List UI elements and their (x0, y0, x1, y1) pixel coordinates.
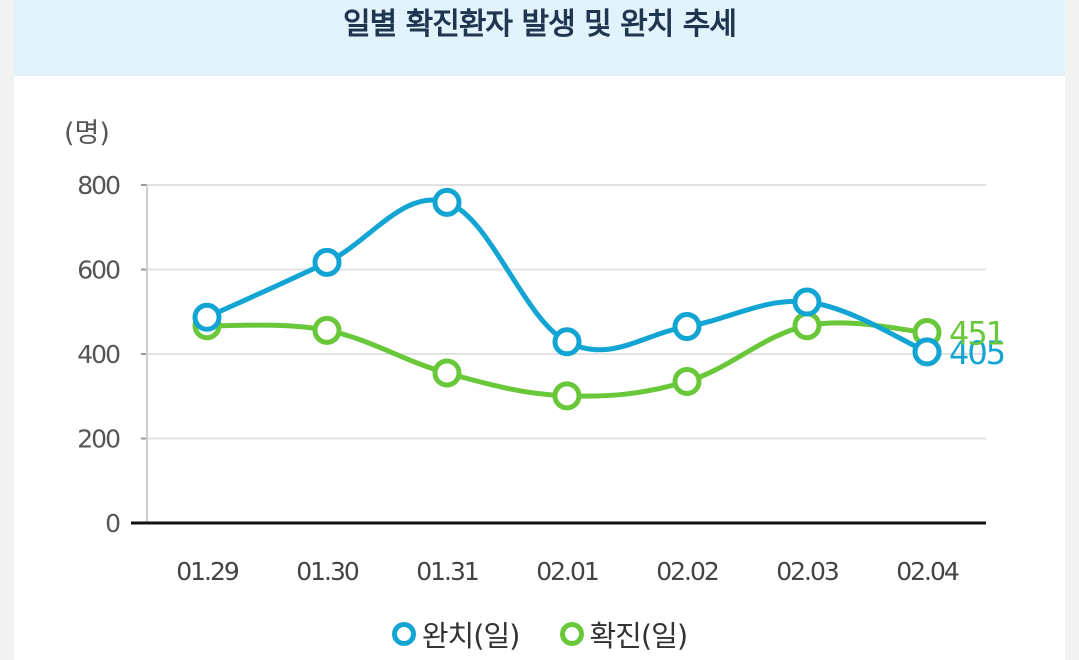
chart-title: 일별 확진환자 발생 및 완치 추세 (342, 7, 737, 42)
legend-label-recovered: 완치(일) (421, 619, 521, 653)
data-point-recovered[interactable] (552, 327, 582, 357)
data-point-recovered[interactable] (312, 247, 342, 277)
legend-item-confirmed[interactable]: 확진(일) (559, 613, 689, 655)
x-tick-label: 02.04 (896, 557, 959, 586)
line-chart: (명) 0 200 400 600 800 01.29 01.30 01.31 02.01 02.0… (64, 118, 1006, 586)
legend-item-recovered[interactable]: 완치(일) (391, 613, 521, 655)
x-tick-label: 02.01 (536, 557, 598, 586)
chart-card: 일별 확진환자 발생 및 완치 추세 (명) 0 200 400 600 800 01.29… (14, 0, 1065, 660)
end-data-label-recovered: 405 (949, 334, 1004, 372)
y-tick-label: 600 (77, 256, 120, 285)
y-tick-label: 200 (77, 425, 120, 454)
data-point-recovered[interactable] (192, 302, 222, 332)
x-tick-label: 01.29 (176, 557, 239, 586)
data-point-recovered[interactable] (912, 337, 942, 367)
y-axis-unit-label: (명) (64, 118, 110, 149)
data-point-recovered[interactable] (672, 312, 702, 342)
x-tick-label: 01.31 (416, 557, 478, 586)
end-data-label-confirmed: 451 (949, 314, 1004, 352)
data-point-confirmed[interactable] (552, 381, 582, 411)
y-tick-label: 800 (77, 171, 120, 200)
legend: 완치(일) 확진(일) (14, 612, 1065, 656)
x-tick-label: 02.02 (656, 557, 718, 586)
legend-marker-confirmed (559, 622, 584, 646)
legend-marker-recovered (391, 622, 416, 646)
x-tick-label: 01.30 (296, 557, 359, 586)
y-tick-label: 0 (105, 509, 120, 538)
x-tick-label: 02.03 (776, 557, 838, 586)
title-bar: 일별 확진환자 발생 및 완치 추세 (14, 0, 1065, 76)
legend-label-confirmed: 확진(일) (589, 619, 689, 653)
data-point-confirmed[interactable] (432, 358, 462, 388)
data-point-recovered[interactable] (792, 287, 822, 317)
y-tick-label: 400 (77, 340, 120, 369)
data-point-confirmed[interactable] (312, 315, 342, 345)
data-point-confirmed[interactable] (672, 366, 702, 396)
data-point-confirmed[interactable] (792, 311, 822, 341)
data-point-recovered[interactable] (432, 187, 462, 217)
